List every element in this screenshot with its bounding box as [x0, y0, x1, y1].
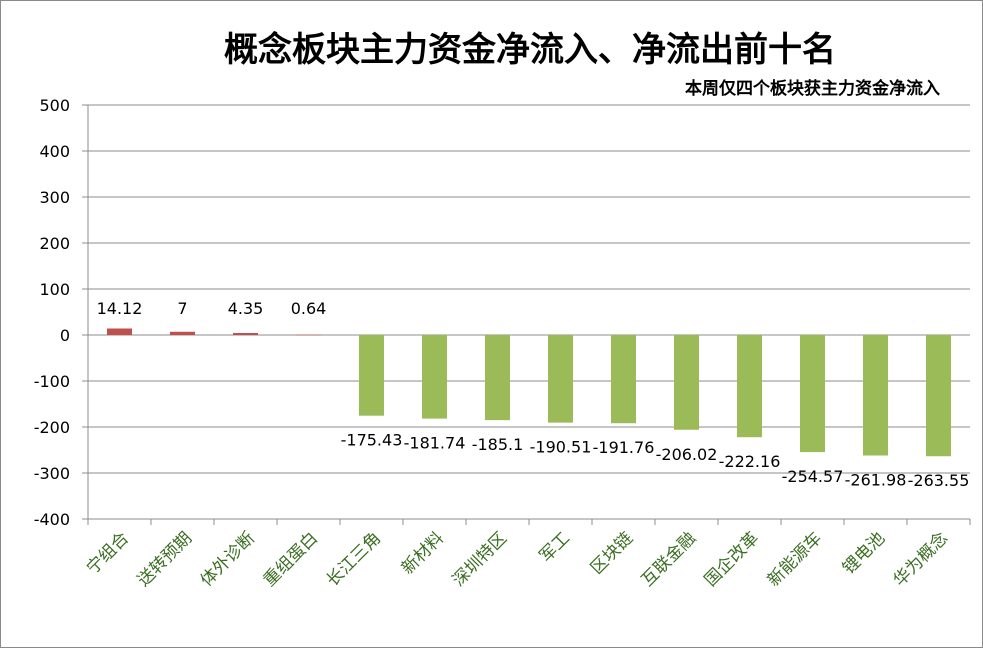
- chart-subtitle: 本周仅四个板块获主力资金净流入: [685, 79, 940, 99]
- y-tick-label: -100: [34, 372, 70, 391]
- bars: [107, 328, 951, 457]
- data-label-2: 4.35: [228, 299, 264, 318]
- axes: [82, 104, 971, 525]
- data-label-12: -261.98: [845, 471, 907, 490]
- y-tick-label: 500: [39, 96, 70, 115]
- x-tick-label-4: 长江三角: [323, 528, 385, 590]
- data-label-11: -254.57: [782, 467, 844, 486]
- x-tick-label-3: 重组蛋白: [260, 528, 322, 590]
- bar-12: [863, 335, 888, 456]
- x-tick-label-5: 新材料: [398, 528, 448, 578]
- y-tick-label: 100: [39, 280, 70, 299]
- y-tick-label: -200: [34, 418, 70, 437]
- y-tick-label: -400: [34, 510, 70, 529]
- y-tick-label: 200: [39, 234, 70, 253]
- data-labels: 14.12 7 4.35 0.64 -175.43 -181.74 -185.1 -190.5…: [97, 299, 970, 490]
- chart-title: 概念板块主力资金净流入、净流出前十名: [224, 30, 836, 70]
- x-tick-label-8: 区块链: [587, 528, 637, 578]
- x-tick-label-6: 深圳特区: [449, 528, 511, 590]
- bar-5: [422, 335, 447, 419]
- data-label-8: -191.76: [593, 438, 655, 457]
- x-tick-label-2: 体外诊断: [197, 528, 259, 590]
- bar-10: [737, 335, 762, 438]
- x-tick-label-12: 锂电池: [839, 528, 889, 578]
- bar-6: [485, 335, 510, 421]
- bar-1: [170, 331, 195, 335]
- bar-9: [674, 335, 699, 430]
- data-label-9: -206.02: [656, 445, 718, 464]
- data-label-6: -185.1: [472, 435, 524, 454]
- x-tick-label-9: 互联金融: [638, 528, 700, 590]
- bar-8: [611, 335, 636, 424]
- data-label-7: -190.51: [530, 438, 592, 457]
- data-label-4: -175.43: [341, 431, 403, 450]
- data-label-0: 14.12: [97, 299, 143, 318]
- x-tick-label-1: 送转预期: [134, 528, 196, 590]
- data-label-3: 0.64: [291, 299, 327, 318]
- data-label-1: 7: [177, 299, 187, 318]
- x-tick-label-11: 新能源车: [764, 528, 826, 590]
- bar-4: [359, 335, 384, 416]
- bar-2: [233, 332, 258, 335]
- x-tick-label-7: 军工: [536, 528, 574, 566]
- x-tick-labels: 宁组合 送转预期 体外诊断 重组蛋白 长江三角 新材料 深圳特区 军工 区块链 互联金融 国企改革新…: [83, 528, 952, 591]
- data-label-13: -263.55: [908, 471, 970, 490]
- data-label-5: -181.74: [404, 434, 466, 453]
- x-tick-label-10: 国企改革: [701, 528, 763, 590]
- bar-7: [548, 335, 573, 423]
- x-tick-label-13: 华为概念: [889, 528, 952, 591]
- y-tick-label: 400: [39, 142, 70, 161]
- data-label-10: -222.16: [719, 452, 781, 471]
- bar-11: [800, 335, 825, 453]
- bar-0: [107, 328, 132, 335]
- y-tick-labels: 500 400 300 200 100 0 -100 -200 -300 -400: [34, 96, 70, 529]
- x-tick-label-0: 宁组合: [83, 528, 133, 578]
- bar-13: [926, 335, 951, 457]
- y-tick-label: -300: [34, 464, 70, 483]
- bar-3: [296, 334, 321, 336]
- y-tick-label: 300: [39, 188, 70, 207]
- y-tick-label: 0: [60, 326, 70, 345]
- gridlines: [88, 104, 970, 520]
